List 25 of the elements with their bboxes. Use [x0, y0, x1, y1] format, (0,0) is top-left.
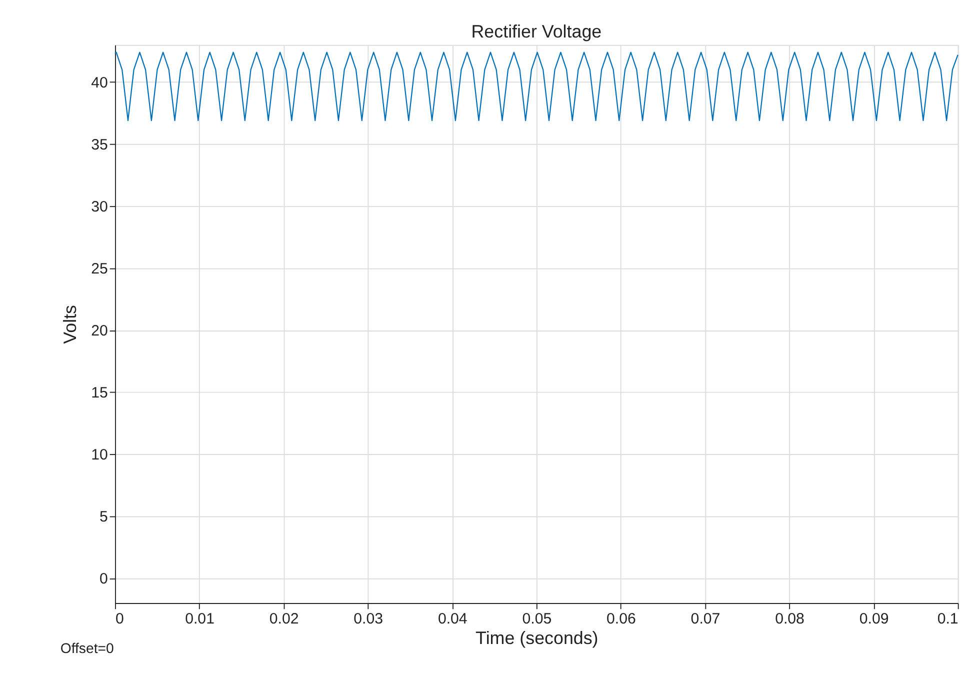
- y-tick-label: 20: [91, 322, 108, 340]
- x-tick-label: 0: [115, 610, 124, 628]
- x-axis-title: Time (seconds): [476, 628, 598, 648]
- chart-title: Rectifier Voltage: [471, 21, 602, 42]
- y-tick-label: 25: [91, 260, 108, 278]
- y-tick-label: 10: [91, 446, 108, 464]
- x-tick-label: 0.05: [522, 610, 552, 628]
- y-tick-label: 40: [91, 74, 108, 92]
- x-tick-label: 0.06: [606, 610, 636, 628]
- x-tick-label: 0.07: [690, 610, 720, 628]
- x-tick-label: 0.09: [859, 610, 889, 628]
- x-tick-label: 0.02: [269, 610, 299, 628]
- x-tick-label: 0.08: [775, 610, 804, 628]
- x-tick-label: 0.1: [937, 610, 958, 628]
- y-tick-label: 15: [91, 384, 108, 402]
- x-tick-label: 0.04: [438, 610, 468, 628]
- x-tick-label: 0.03: [354, 610, 384, 628]
- text: Offset=0: [60, 640, 114, 656]
- y-tick-label: 30: [91, 198, 108, 216]
- y-tick-label: 5: [100, 508, 108, 526]
- y-tick-label: 0: [100, 570, 108, 588]
- line-series: [114, 52, 958, 122]
- y-axis-title: Volts: [60, 304, 80, 344]
- x-tick-label: 0.01: [185, 610, 214, 628]
- y-tick-label: 35: [91, 136, 108, 154]
